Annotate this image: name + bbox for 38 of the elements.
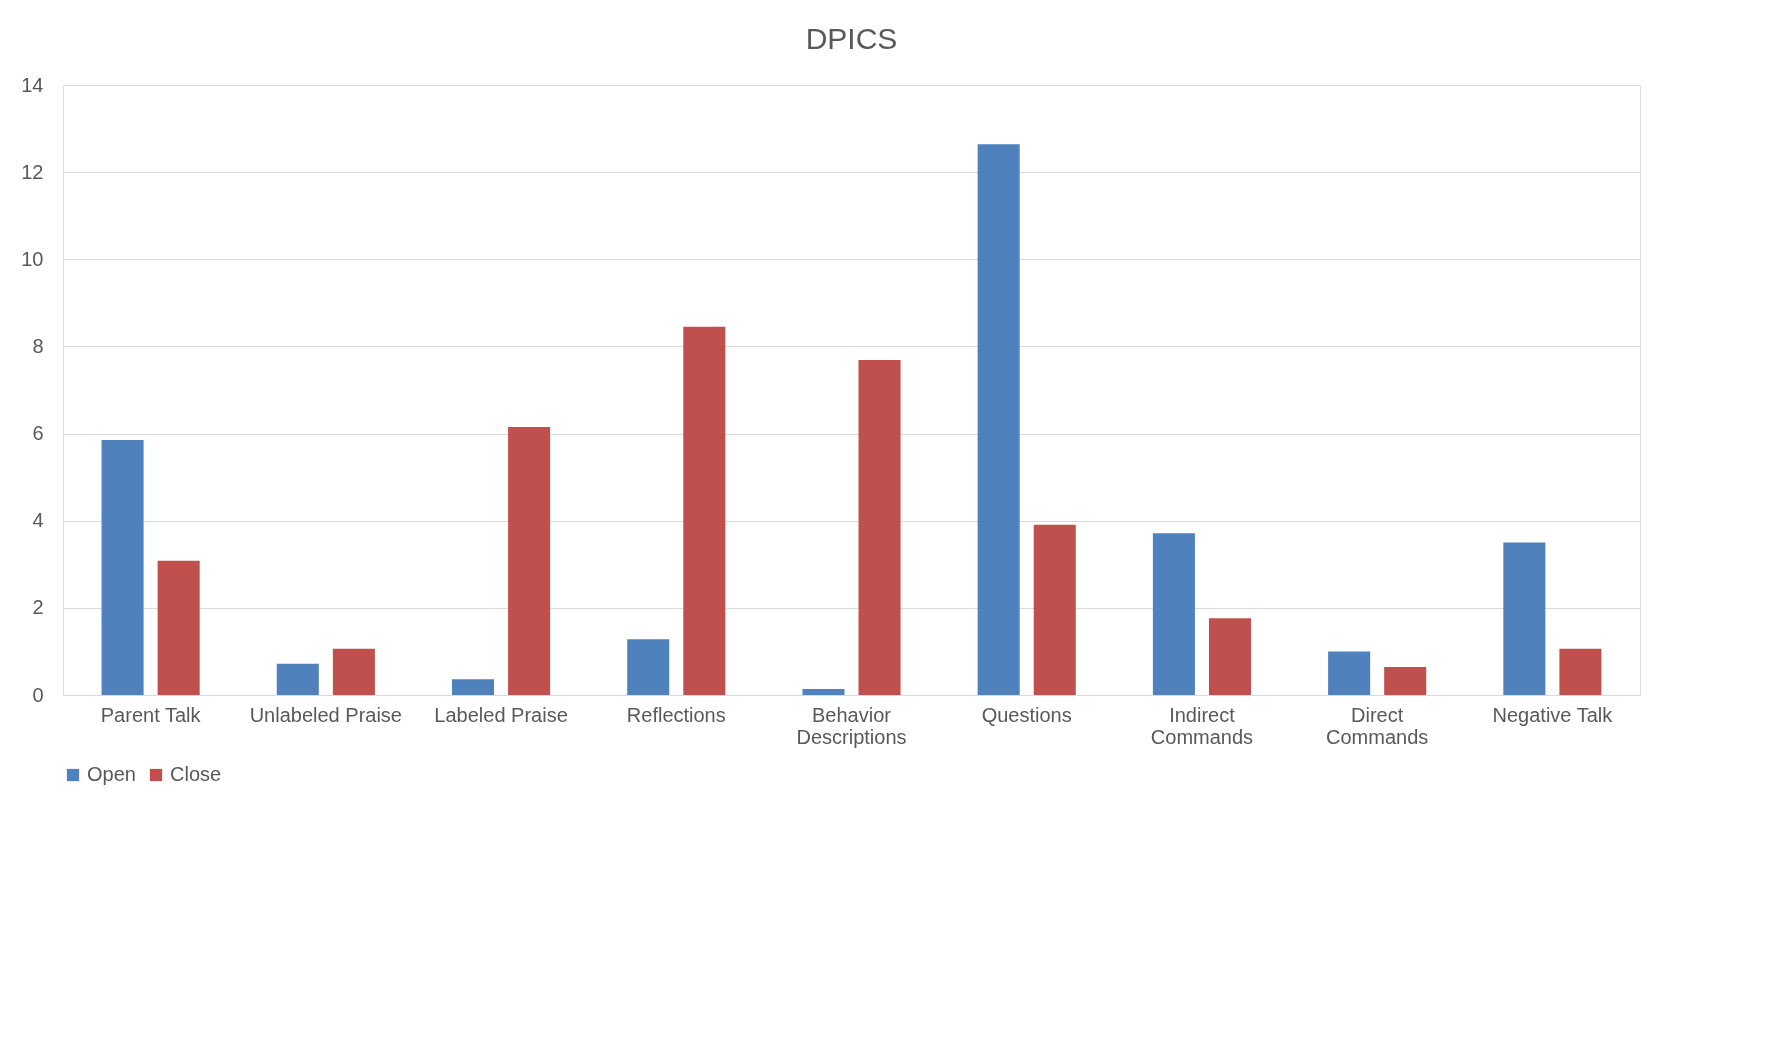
bar (1559, 648, 1602, 695)
bar (1503, 542, 1546, 695)
bar (508, 427, 551, 695)
bar (101, 440, 144, 695)
y-tick-label: 2 (32, 596, 44, 619)
x-tick-label: Unlabeled Praise (249, 703, 402, 726)
y-tick-label: 6 (32, 422, 44, 445)
x-tick-label: Behavior Descriptions (796, 703, 907, 748)
x-tick-label: Negative Talk (1492, 703, 1614, 726)
y-tick-label: 10 (21, 247, 44, 270)
bar (332, 648, 375, 695)
y-tick-label: 14 (21, 73, 44, 96)
bar (1152, 533, 1195, 695)
bar (1328, 651, 1371, 695)
bar (1033, 524, 1076, 695)
x-tick-label: Questions (981, 703, 1072, 726)
bar (858, 359, 901, 695)
legend-label: Close (170, 763, 222, 785)
bar (802, 688, 845, 695)
bar (1384, 667, 1427, 695)
bar (1208, 618, 1252, 695)
y-tick-label: 12 (21, 160, 44, 183)
chart-title: DPICS (805, 22, 898, 55)
y-tick-label: 0 (32, 683, 44, 706)
y-tick-label: 4 (32, 509, 44, 532)
bar (627, 639, 670, 695)
legend-label: Open (87, 763, 136, 785)
x-tick-label: Labeled Praise (434, 703, 568, 726)
bar (683, 326, 726, 695)
bar (157, 560, 200, 695)
y-tick-label: 8 (32, 334, 44, 357)
bar (276, 663, 319, 695)
x-tick-label: Direct Commands (1326, 703, 1429, 748)
bar (977, 144, 1020, 695)
bar (451, 679, 495, 695)
x-tick-label: Reflections (626, 703, 726, 726)
x-tick-label: Indirect Commands (1150, 703, 1254, 748)
x-tick-label: Parent Talk (100, 703, 202, 726)
